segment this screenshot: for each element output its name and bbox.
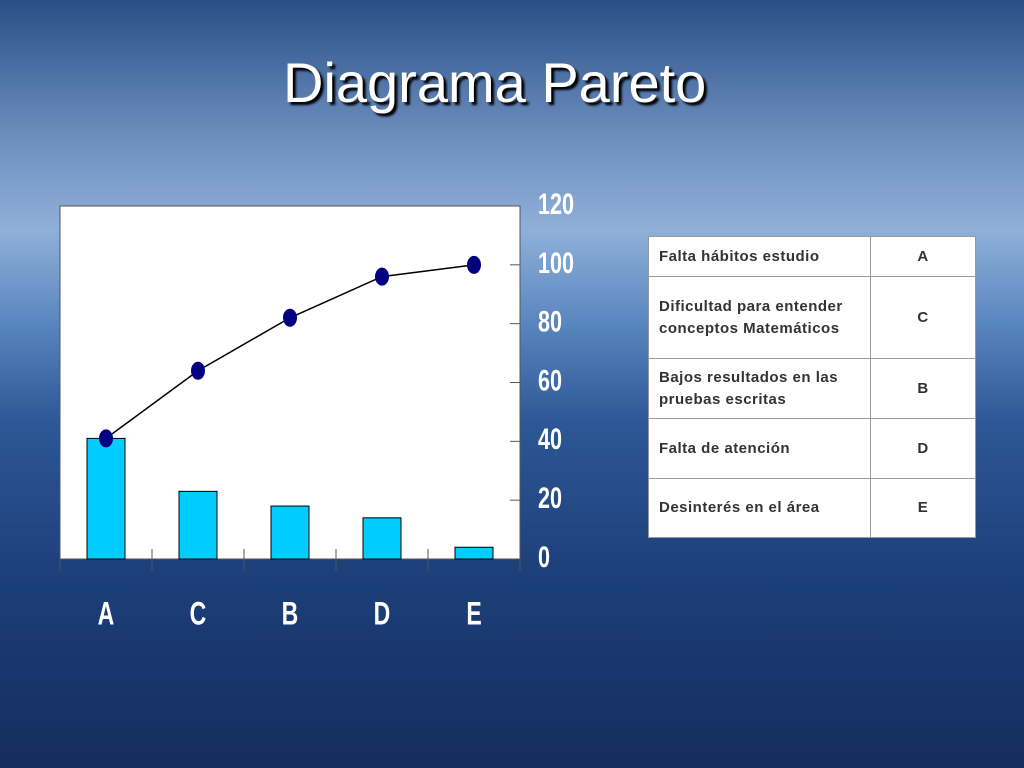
table-code: D [870,418,976,479]
y-tick-label: 0 [538,539,550,573]
y-tick-label: 40 [538,422,562,456]
table-code: A [870,236,976,277]
line-marker [283,308,297,327]
x-tick-label: A [98,596,115,632]
table-cause: Desinterés en el área [648,478,871,538]
y-tick-label: 20 [538,481,562,515]
table-code: B [870,358,976,419]
bar [86,437,126,560]
line-marker [375,267,389,286]
table-code: E [870,478,976,538]
x-tick-label: D [374,596,391,632]
line-marker [99,429,113,448]
y-tick-label: 80 [538,304,562,338]
x-tick-label: E [466,596,481,632]
line-marker [467,255,481,274]
legend-table: Falta hábitos estudio A Dificultad para en… [648,236,976,538]
bar [270,505,310,560]
bar [178,490,218,560]
slide-title: Diagrama Pareto [283,51,707,114]
table-row: Falta hábitos estudio A [648,236,976,277]
y-tick-label: 100 [538,245,574,279]
plot-area [59,205,521,560]
table-row: Desinterés en el área E [648,478,976,538]
table-cause: Falta hábitos estudio [648,236,871,277]
x-tick-label: B [282,596,299,632]
line-marker [191,361,205,380]
bar [454,546,494,560]
table-cause: Dificultad para entender conceptos Matem… [648,276,871,359]
table-row: Dificultad para entender conceptos Matem… [648,276,976,359]
y-tick-label: 60 [538,363,562,397]
table-row: Falta de atención D [648,418,976,479]
table-cause: Falta de atención [648,418,871,479]
bar [362,517,402,560]
table-cause: Bajos resultados en las pruebas escritas [648,358,871,419]
table-code: C [870,276,976,359]
x-tick-label: C [190,596,207,632]
table-row: Bajos resultados en las pruebas escritas… [648,358,976,419]
y-tick-label: 120 [538,186,574,220]
